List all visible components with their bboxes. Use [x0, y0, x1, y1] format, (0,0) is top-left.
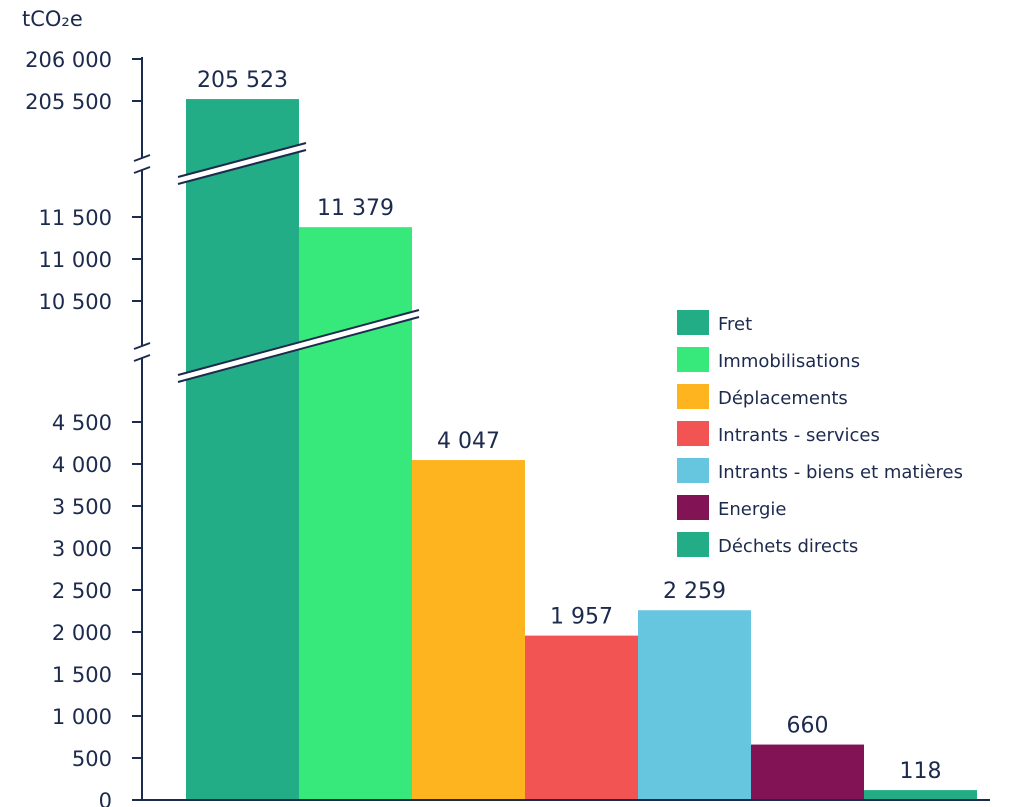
legend-swatch	[677, 347, 709, 372]
axis-break-mark	[133, 342, 151, 350]
axis-break-gap	[178, 310, 419, 382]
axis-break-line	[177, 142, 307, 178]
legend-label: Intrants - biens et matières	[718, 462, 963, 483]
y-tick-label: 3 500	[52, 495, 112, 519]
axis-break-gap	[136, 158, 148, 170]
y-tick-label: 11 000	[39, 248, 112, 272]
legend-swatch	[677, 532, 709, 557]
axis-break-gap	[136, 346, 148, 358]
y-tick-label: 2 000	[52, 621, 112, 645]
y-tick-label: 3 000	[52, 537, 112, 561]
legend-label: Déchets directs	[718, 536, 858, 557]
axis-break-gap	[178, 143, 306, 184]
data-label: 2 259	[663, 579, 726, 604]
axis-break-mark	[133, 354, 151, 362]
legend-label: Déplacements	[718, 388, 848, 409]
y-tick-label: 4 500	[52, 411, 112, 435]
axis-break-line	[177, 309, 420, 376]
legend-swatch	[677, 384, 709, 409]
data-label: 11 379	[317, 196, 394, 221]
y-tick-label: 4 000	[52, 453, 112, 477]
data-label: 4 047	[437, 429, 500, 454]
bar	[638, 610, 751, 800]
legend-label: Fret	[718, 314, 752, 335]
axis-break-mark	[133, 166, 151, 174]
bar	[751, 744, 864, 800]
axis-break-mark	[133, 154, 151, 162]
y-tick-label: 205 500	[25, 90, 112, 114]
legend-label: Immobilisations	[718, 351, 860, 372]
y-tick-label: 1 500	[52, 663, 112, 687]
data-label: 205 523	[197, 68, 288, 93]
y-tick-label: 2 500	[52, 579, 112, 603]
legend-swatch	[677, 421, 709, 446]
bar	[299, 227, 412, 800]
axis-break-line	[177, 149, 307, 185]
y-tick-label: 11 500	[39, 206, 112, 230]
y-tick-label: 10 500	[39, 290, 112, 314]
legend-swatch	[677, 495, 709, 520]
bar	[525, 635, 638, 800]
bar	[186, 99, 299, 801]
y-tick-label: 500	[72, 747, 112, 771]
y-tick-label: 1 000	[52, 705, 112, 729]
data-label: 1 957	[550, 605, 613, 630]
legend-swatch	[677, 458, 709, 483]
data-label: 660	[787, 714, 829, 739]
legend-label: Energie	[718, 499, 786, 520]
legend-label: Intrants - services	[718, 425, 880, 446]
legend-swatch	[677, 310, 709, 335]
y-tick-label: 206 000	[25, 48, 112, 72]
bar	[864, 790, 977, 800]
axis-break-line	[177, 316, 420, 383]
y-axis-unit: tCO₂e	[22, 7, 83, 31]
data-label: 118	[900, 759, 942, 784]
bar	[412, 460, 525, 800]
y-tick-label: 0	[99, 789, 112, 807]
